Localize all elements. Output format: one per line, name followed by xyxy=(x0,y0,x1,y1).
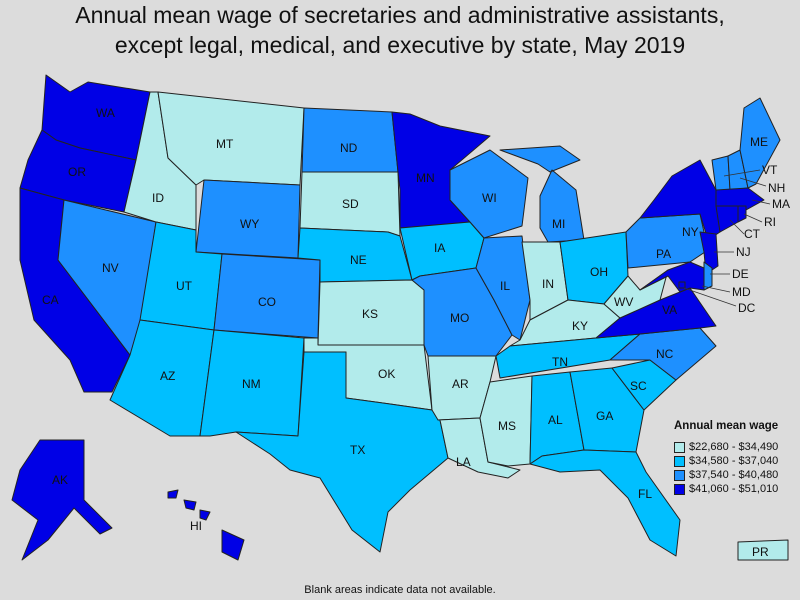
label-NM: NM xyxy=(242,377,261,391)
state-CT[interactable] xyxy=(715,205,739,233)
lead-nh xyxy=(739,177,767,187)
label-TN: TN xyxy=(552,355,568,369)
state-DC[interactable] xyxy=(678,281,686,289)
label-PA: PA xyxy=(656,247,671,261)
label-OH: OH xyxy=(590,265,608,279)
label-MT: MT xyxy=(216,137,234,151)
state-TX[interactable] xyxy=(235,351,449,553)
label-IL: IL xyxy=(500,279,510,293)
state-GA[interactable] xyxy=(569,367,645,453)
label-DC: DC xyxy=(738,301,756,315)
label-OK: OK xyxy=(378,367,395,381)
label-ID: ID xyxy=(152,191,164,205)
legend-label-1: $22,680 - $34,490 xyxy=(689,441,779,453)
state-DE[interactable] xyxy=(703,261,713,291)
label-MN: MN xyxy=(416,171,435,185)
title-line-1: Annual mean wage of secretaries and admi… xyxy=(75,2,725,28)
legend-swatch-4 xyxy=(674,483,685,495)
label-DE: DE xyxy=(732,267,749,281)
legend: Annual mean wage $22,680 - $34,490 $34,5… xyxy=(674,420,800,496)
label-AK: AK xyxy=(52,473,68,487)
lead-ri xyxy=(743,213,763,223)
state-HI[interactable] xyxy=(167,489,245,561)
label-SC: SC xyxy=(630,379,647,393)
label-AL: AL xyxy=(548,413,563,427)
label-CT: CT xyxy=(744,227,761,241)
label-ME: ME xyxy=(750,135,768,149)
label-WV: WV xyxy=(614,295,633,309)
legend-item-2: $34,580 - $37,040 xyxy=(674,454,800,468)
label-PR: PR xyxy=(752,545,769,559)
label-MO: MO xyxy=(450,311,469,325)
label-AZ: AZ xyxy=(160,369,175,383)
label-HI: HI xyxy=(190,519,202,533)
label-KY: KY xyxy=(572,319,588,333)
label-MS: MS xyxy=(498,419,516,433)
label-CO: CO xyxy=(258,295,276,309)
label-IA: IA xyxy=(434,241,445,255)
legend-label-2: $34,580 - $37,040 xyxy=(689,455,779,467)
label-VA: VA xyxy=(662,303,677,317)
legend-label-4: $41,060 - $51,010 xyxy=(689,483,779,495)
state-MA[interactable] xyxy=(715,187,765,211)
legend-title: Annual mean wage xyxy=(674,420,779,432)
label-AR: AR xyxy=(452,377,469,391)
lead-md xyxy=(701,285,731,293)
legend-item-1: $22,680 - $34,490 xyxy=(674,440,800,454)
label-NH: NH xyxy=(768,181,785,195)
label-NE: NE xyxy=(350,253,367,267)
legend-item-4: $41,060 - $51,010 xyxy=(674,482,800,496)
state-RI[interactable] xyxy=(737,205,747,223)
footnote: Blank areas indicate data not available. xyxy=(304,584,496,596)
label-UT: UT xyxy=(176,279,193,293)
label-MD: MD xyxy=(732,285,751,299)
state-VT[interactable] xyxy=(711,155,731,191)
label-VT: VT xyxy=(762,163,778,177)
label-MI: MI xyxy=(552,217,565,231)
state-AK[interactable] xyxy=(11,439,113,561)
state-FL[interactable] xyxy=(529,449,681,557)
label-NJ: NJ xyxy=(736,245,751,259)
label-OR: OR xyxy=(68,165,86,179)
label-LA: LA xyxy=(456,455,471,469)
map-title: Annual mean wage of secretaries and admi… xyxy=(0,0,800,60)
label-NV: NV xyxy=(102,261,119,275)
label-NY: NY xyxy=(682,225,699,239)
state-ND[interactable] xyxy=(301,107,399,173)
label-GA: GA xyxy=(596,409,613,423)
lead-dc xyxy=(683,287,737,307)
legend-swatch-1 xyxy=(674,441,685,453)
title-line-2: except legal, medical, and executive by … xyxy=(114,32,686,58)
lead-ct xyxy=(729,219,745,235)
label-CA: CA xyxy=(42,293,59,307)
label-WI: WI xyxy=(482,191,497,205)
label-MA: MA xyxy=(772,197,790,211)
state-WI[interactable] xyxy=(449,149,529,239)
label-WY: WY xyxy=(240,217,259,231)
legend-item-3: $37,540 - $40,480 xyxy=(674,468,800,482)
legend-swatch-2 xyxy=(674,455,685,467)
label-WA: WA xyxy=(96,106,115,120)
label-SD: SD xyxy=(342,197,359,211)
legend-label-3: $37,540 - $40,480 xyxy=(689,469,779,481)
label-FL: FL xyxy=(638,487,652,501)
label-KS: KS xyxy=(362,307,378,321)
label-TX: TX xyxy=(350,443,365,457)
label-RI: RI xyxy=(764,215,776,229)
lead-vt xyxy=(723,169,761,177)
label-IN: IN xyxy=(542,277,554,291)
state-MO[interactable] xyxy=(411,267,513,357)
label-ND: ND xyxy=(340,141,358,155)
state-PR[interactable] xyxy=(737,539,789,561)
label-NC: NC xyxy=(656,347,674,361)
legend-swatch-3 xyxy=(674,469,685,481)
lead-ma xyxy=(751,199,771,205)
